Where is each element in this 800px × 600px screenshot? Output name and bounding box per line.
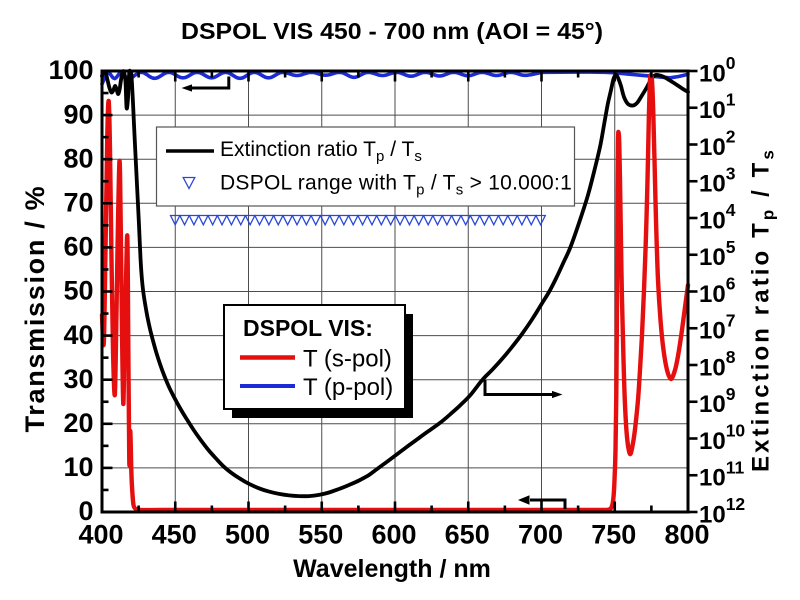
svg-text:80: 80 [63,143,93,173]
svg-text:450: 450 [152,520,197,550]
svg-text:70: 70 [63,188,93,218]
svg-text:Wavelength / nm: Wavelength / nm [293,555,491,583]
svg-text:750: 750 [591,520,636,550]
svg-text:800: 800 [664,520,709,550]
svg-text:40: 40 [63,320,93,350]
svg-text:30: 30 [63,364,93,394]
svg-text:50: 50 [63,276,93,306]
svg-text:DSPOL VIS 450 - 700 nm (AOI =: DSPOL VIS 450 - 700 nm (AOI = 45°) [181,18,603,44]
svg-text:DSPOL VIS:: DSPOL VIS: [243,315,373,341]
svg-text:90: 90 [63,99,93,129]
svg-text:Extinction ratio Tp / Ts: Extinction ratio Tp / Ts [748,147,778,472]
svg-text:Transmission / %: Transmission / % [20,185,50,433]
svg-text:0: 0 [78,496,93,526]
svg-text:Extinction ratio Tp / Ts: Extinction ratio Tp / Ts [220,138,422,165]
svg-text:60: 60 [63,232,93,262]
svg-text:100: 100 [48,55,93,85]
svg-text:500: 500 [225,520,270,550]
svg-text:600: 600 [371,520,416,550]
svg-text:650: 650 [445,520,490,550]
svg-text:T (s-pol): T (s-pol) [303,346,392,373]
svg-text:20: 20 [63,408,93,438]
svg-text:400: 400 [78,520,123,550]
svg-text:10: 10 [63,452,93,482]
svg-text:550: 550 [298,520,343,550]
svg-text:T (p-pol): T (p-pol) [303,374,393,401]
svg-text:700: 700 [518,520,563,550]
svg-text:DSPOL range with Tp / Ts > 10.: DSPOL range with Tp / Ts > 10.000:1 [220,172,572,199]
